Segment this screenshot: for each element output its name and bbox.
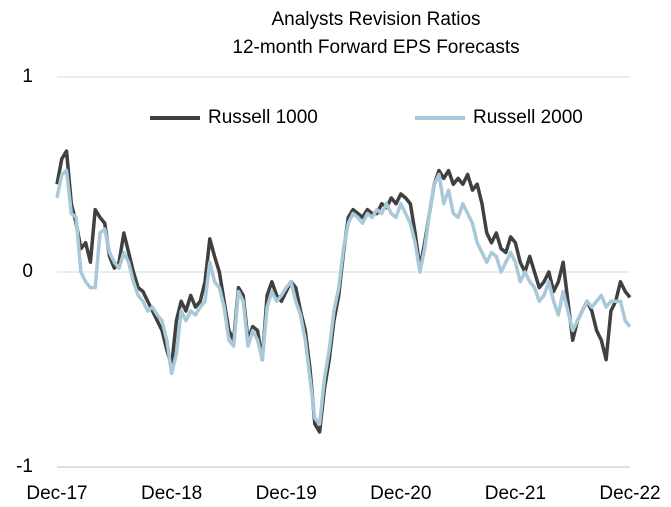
x-tick-label: Dec-22 bbox=[599, 483, 660, 504]
y-tick-label: 1 bbox=[22, 66, 33, 87]
x-tick-label: Dec-21 bbox=[485, 483, 546, 504]
x-tick-label: Dec-19 bbox=[256, 483, 317, 504]
y-tick-label: -1 bbox=[16, 456, 33, 477]
series-line bbox=[55, 168, 632, 426]
legend-label: Russell 1000 bbox=[208, 107, 318, 128]
chart-title: Analysts Revision Ratios bbox=[271, 9, 480, 30]
x-tick-label: Dec-17 bbox=[26, 483, 87, 504]
chart-subtitle: 12-month Forward EPS Forecasts bbox=[232, 37, 519, 58]
y-tick-label: 0 bbox=[22, 261, 33, 282]
x-tick-label: Dec-18 bbox=[141, 483, 202, 504]
x-tick-label: Dec-20 bbox=[370, 483, 431, 504]
legend-label: Russell 2000 bbox=[473, 107, 583, 128]
